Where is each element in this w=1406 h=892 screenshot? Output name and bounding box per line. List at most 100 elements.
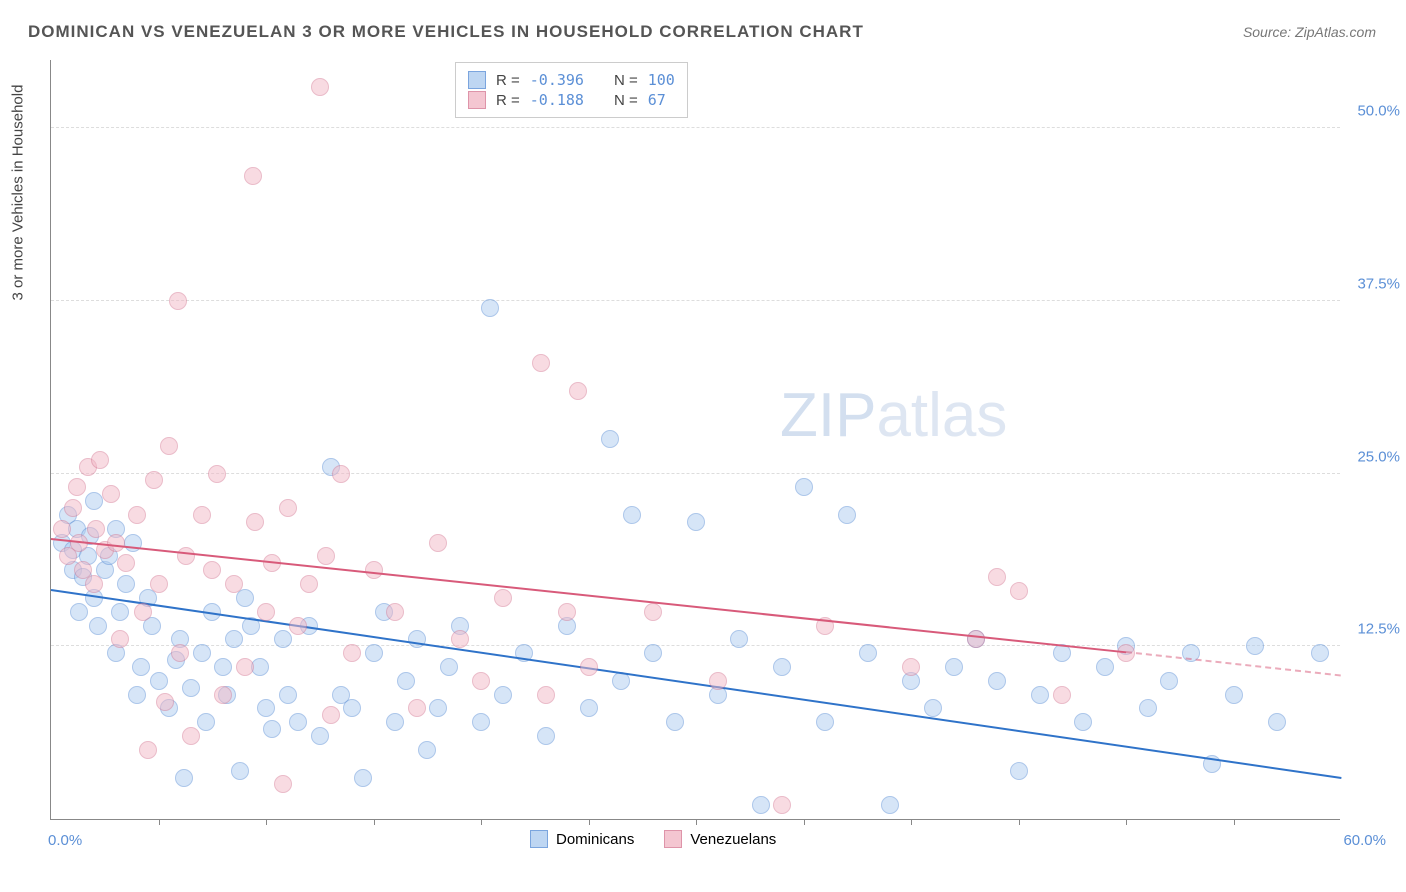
data-point-venezuelans: [64, 499, 82, 517]
data-point-dominicans: [128, 686, 146, 704]
data-point-dominicans: [397, 672, 415, 690]
data-point-venezuelans: [580, 658, 598, 676]
legend-label-venezuelans: Venezuelans: [690, 831, 776, 848]
data-point-venezuelans: [274, 775, 292, 793]
chart-title: DOMINICAN VS VENEZUELAN 3 OR MORE VEHICL…: [28, 22, 864, 42]
data-point-dominicans: [343, 699, 361, 717]
series-legend: Dominicans Venezuelans: [530, 830, 776, 848]
data-point-dominicans: [644, 644, 662, 662]
data-point-dominicans: [132, 658, 150, 676]
data-point-dominicans: [193, 644, 211, 662]
data-point-dominicans: [537, 727, 555, 745]
data-point-dominicans: [257, 699, 275, 717]
data-point-dominicans: [89, 617, 107, 635]
data-point-dominicans: [730, 630, 748, 648]
data-point-dominicans: [816, 713, 834, 731]
x-tick: [696, 819, 697, 825]
data-point-dominicans: [945, 658, 963, 676]
data-point-dominicans: [70, 603, 88, 621]
data-point-venezuelans: [111, 630, 129, 648]
data-point-dominicans: [1225, 686, 1243, 704]
x-tick: [1126, 819, 1127, 825]
data-point-dominicans: [150, 672, 168, 690]
y-tick-label: 25.0%: [1357, 448, 1400, 465]
data-point-venezuelans: [139, 741, 157, 759]
data-point-venezuelans: [537, 686, 555, 704]
n-label: N =: [614, 92, 638, 109]
correlation-legend: R = -0.396 N = 100 R = -0.188 N = 67: [455, 62, 688, 118]
data-point-venezuelans: [145, 471, 163, 489]
data-point-venezuelans: [182, 727, 200, 745]
n-value-dominicans: 100: [648, 71, 675, 89]
data-point-venezuelans: [244, 167, 262, 185]
r-value-venezuelans: -0.188: [530, 91, 584, 109]
data-point-venezuelans: [408, 699, 426, 717]
data-point-venezuelans: [150, 575, 168, 593]
data-point-dominicans: [1074, 713, 1092, 731]
data-point-venezuelans: [134, 603, 152, 621]
data-point-dominicans: [231, 762, 249, 780]
data-point-venezuelans: [558, 603, 576, 621]
data-point-venezuelans: [117, 554, 135, 572]
data-point-venezuelans: [386, 603, 404, 621]
data-point-dominicans: [175, 769, 193, 787]
trend-line-dominicans: [51, 589, 1341, 779]
y-tick-label: 37.5%: [1357, 275, 1400, 292]
data-point-dominicans: [1031, 686, 1049, 704]
data-point-venezuelans: [494, 589, 512, 607]
data-point-venezuelans: [107, 534, 125, 552]
data-point-venezuelans: [91, 451, 109, 469]
data-point-venezuelans: [257, 603, 275, 621]
data-point-dominicans: [365, 644, 383, 662]
swatch-venezuelans: [468, 91, 486, 109]
trend-line-venezuelans-dashed: [1126, 651, 1341, 676]
data-point-dominicans: [279, 686, 297, 704]
gridline: [51, 127, 1340, 128]
x-min-label: 0.0%: [48, 832, 82, 849]
n-value-venezuelans: 67: [648, 91, 666, 109]
data-point-dominicans: [1139, 699, 1157, 717]
data-point-dominicans: [408, 630, 426, 648]
legend-item-venezuelans: Venezuelans: [664, 830, 776, 848]
data-point-venezuelans: [160, 437, 178, 455]
data-point-venezuelans: [773, 796, 791, 814]
data-point-dominicans: [289, 713, 307, 731]
data-point-venezuelans: [300, 575, 318, 593]
y-tick-label: 50.0%: [1357, 103, 1400, 120]
data-point-dominicans: [623, 506, 641, 524]
data-point-venezuelans: [289, 617, 307, 635]
data-point-dominicans: [881, 796, 899, 814]
data-point-dominicans: [601, 430, 619, 448]
data-point-venezuelans: [967, 630, 985, 648]
data-point-dominicans: [214, 658, 232, 676]
gridline: [51, 645, 1340, 646]
data-point-venezuelans: [332, 465, 350, 483]
trend-line-venezuelans: [51, 538, 1126, 653]
data-point-dominicans: [440, 658, 458, 676]
data-point-dominicans: [838, 506, 856, 524]
legend-item-dominicans: Dominicans: [530, 830, 634, 848]
data-point-dominicans: [773, 658, 791, 676]
data-point-venezuelans: [569, 382, 587, 400]
data-point-dominicans: [924, 699, 942, 717]
data-point-dominicans: [494, 686, 512, 704]
data-point-venezuelans: [214, 686, 232, 704]
x-tick: [159, 819, 160, 825]
x-tick: [911, 819, 912, 825]
legend-label-dominicans: Dominicans: [556, 831, 634, 848]
data-point-venezuelans: [322, 706, 340, 724]
data-point-venezuelans: [1053, 686, 1071, 704]
data-point-venezuelans: [902, 658, 920, 676]
data-point-venezuelans: [343, 644, 361, 662]
r-label: R =: [496, 92, 520, 109]
legend-row-dominicans: R = -0.396 N = 100: [468, 71, 675, 89]
data-point-dominicans: [1010, 762, 1028, 780]
data-point-venezuelans: [208, 465, 226, 483]
data-point-venezuelans: [365, 561, 383, 579]
x-tick: [804, 819, 805, 825]
y-axis-title: 3 or more Vehicles in Household: [10, 85, 27, 301]
data-point-venezuelans: [1010, 582, 1028, 600]
data-point-dominicans: [182, 679, 200, 697]
data-point-venezuelans: [709, 672, 727, 690]
swatch-dominicans: [530, 830, 548, 848]
